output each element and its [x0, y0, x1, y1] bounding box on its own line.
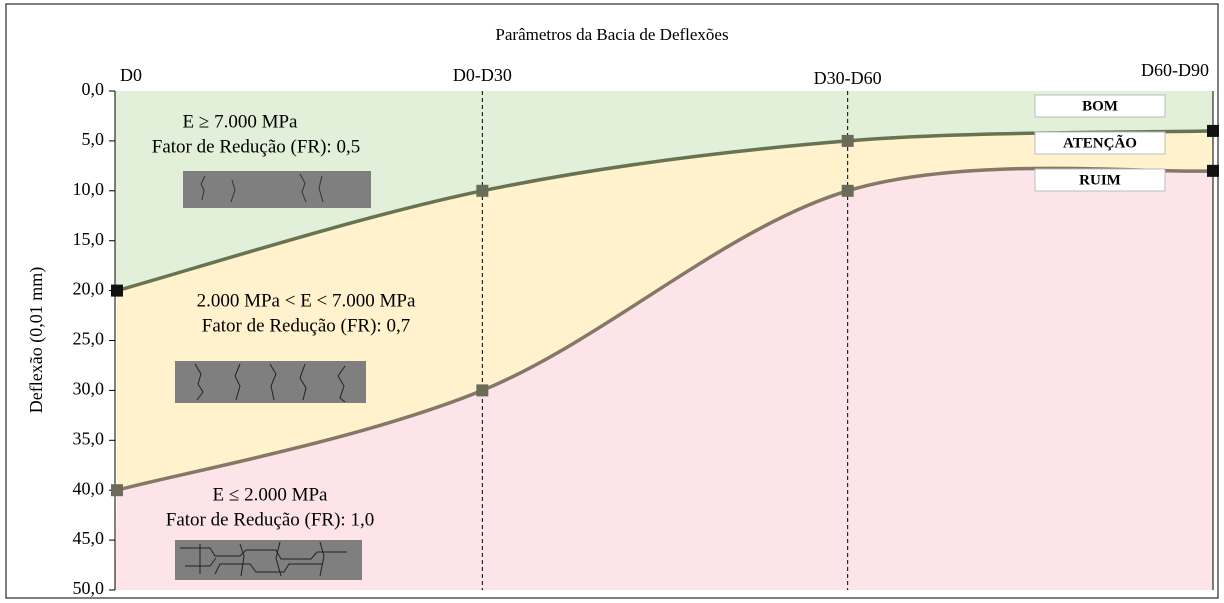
y-tick-label: 30,0: [73, 379, 105, 399]
zone-legend-label: BOM: [1082, 98, 1118, 114]
y-tick-label: 45,0: [73, 528, 105, 548]
y-tick-label: 35,0: [73, 428, 105, 448]
y-tick-label: 20,0: [73, 279, 105, 299]
y-tick-label: 50,0: [73, 578, 105, 598]
crack-image: [175, 540, 362, 580]
zone-fill: [117, 130, 1213, 491]
crack-images: [175, 171, 371, 580]
point-marker: [111, 484, 123, 497]
boundary-line: [116, 166, 1214, 492]
category-label: D60-D90: [1141, 60, 1209, 80]
crack-lines: [180, 541, 347, 577]
annotation: E ≥ 7.000 MPa: [183, 111, 298, 132]
zone-legend-box: [1034, 94, 1166, 118]
category-label: D0: [120, 65, 142, 85]
plot-area: 0,0 5,0 10,0 15,0 20,0 25,0 30,0 35,0 40,0 45,0 50…: [73, 60, 1219, 598]
annotation: E ≤ 2.000 MPa: [213, 484, 328, 505]
crack-lines: [194, 363, 346, 403]
crack-image: [175, 361, 366, 403]
annotation: Fator de Redução (FR): 0,7: [202, 315, 410, 336]
zone-fill: [115, 168, 1213, 590]
point-marker: [841, 134, 854, 147]
point-marker: [1207, 164, 1219, 177]
point-marker: [476, 184, 489, 197]
y-tick-label: 40,0: [73, 478, 105, 498]
y-tick-label: 0,0: [82, 79, 105, 99]
crack-image: [183, 171, 371, 208]
zone-legend-label: RUIM: [1079, 172, 1121, 188]
annotation: 2.000 MPa < E < 7.000 MPa: [197, 290, 416, 311]
y-tick-label: 10,0: [73, 179, 105, 199]
chart-title: Parâmetros da Bacia de Deflexões: [495, 25, 728, 44]
annotation: Fator de Redução (FR): 1,0: [166, 509, 374, 530]
zone-legend-box: [1034, 168, 1166, 192]
point-marker: [111, 284, 123, 297]
y-tick-label: 5,0: [82, 129, 105, 149]
point-marker: [476, 384, 489, 397]
point-marker: [1207, 124, 1219, 137]
zone-legend-box: [1034, 131, 1166, 155]
category-label: D30-D60: [814, 68, 882, 88]
y-tick-label: 15,0: [73, 229, 105, 249]
crack-lines: [200, 173, 324, 203]
zone-legend-label: ATENÇÃO: [1063, 133, 1137, 151]
zone-fill: [115, 91, 1213, 291]
annotation: Fator de Redução (FR): 0,5: [152, 136, 360, 157]
zone-fills: [115, 91, 1213, 590]
point-marker: [841, 184, 854, 197]
category-label: D0-D30: [453, 65, 512, 85]
y-axis-label: Deflexão (0,01 mm): [26, 267, 47, 413]
y-tick-label: 25,0: [73, 329, 105, 349]
